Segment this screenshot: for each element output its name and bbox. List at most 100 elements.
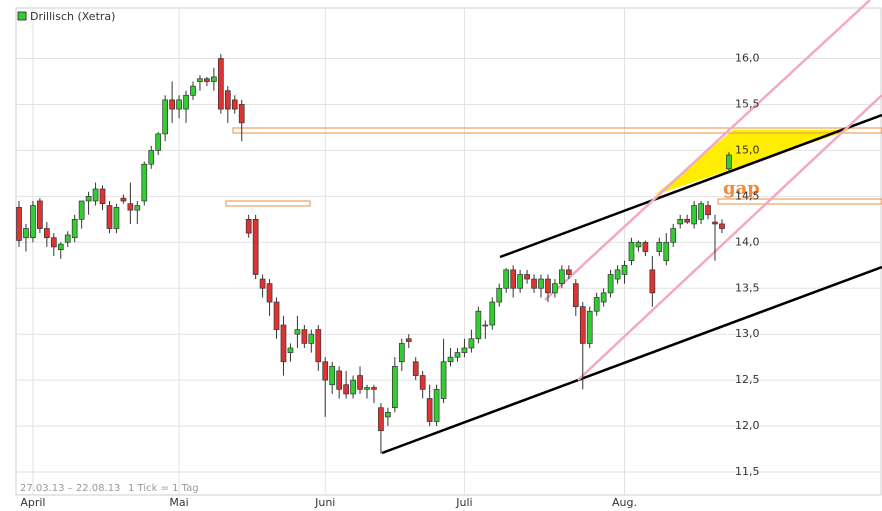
candle-body bbox=[726, 154, 732, 170]
y-tick-label: 11,5 bbox=[735, 465, 760, 478]
x-tick-label: April bbox=[20, 496, 45, 509]
candle-body bbox=[287, 347, 294, 353]
candle-body bbox=[475, 310, 482, 340]
candle-body bbox=[524, 274, 530, 280]
candle-body bbox=[231, 99, 238, 110]
candle-body bbox=[16, 207, 22, 241]
candle-body bbox=[329, 366, 336, 386]
candle-body bbox=[162, 99, 169, 135]
candle-body bbox=[405, 338, 412, 342]
candle-body bbox=[197, 78, 203, 82]
candle-body bbox=[635, 241, 642, 248]
candle-body bbox=[190, 85, 196, 96]
candle-body bbox=[280, 324, 287, 363]
candle-body bbox=[57, 243, 64, 251]
candle-body bbox=[294, 329, 301, 335]
candle-body bbox=[503, 269, 510, 289]
candle-body bbox=[23, 228, 29, 239]
candle-body bbox=[273, 301, 280, 330]
x-tick-label: Aug. bbox=[612, 496, 637, 509]
candle-body bbox=[621, 264, 628, 275]
candle-body bbox=[238, 104, 245, 124]
candle-body bbox=[99, 188, 106, 205]
candle-body bbox=[350, 379, 356, 395]
candle-body bbox=[106, 205, 113, 229]
legend-swatch bbox=[17, 11, 27, 21]
candle-body bbox=[343, 384, 349, 395]
candle-body bbox=[176, 99, 182, 110]
candle-body bbox=[204, 78, 210, 82]
gap-band bbox=[225, 200, 311, 207]
candle-body bbox=[127, 203, 134, 211]
candle-body bbox=[141, 163, 148, 202]
candle-body bbox=[482, 324, 489, 327]
y-tick-label: 12,0 bbox=[735, 419, 760, 432]
candle-body bbox=[586, 310, 593, 344]
candle-body bbox=[148, 150, 155, 165]
candle-body bbox=[670, 228, 677, 243]
candle-body bbox=[712, 221, 718, 225]
candle-body bbox=[245, 218, 252, 234]
candle-body bbox=[336, 370, 343, 390]
y-tick-label: 13,0 bbox=[735, 327, 760, 340]
candle-body bbox=[565, 269, 572, 275]
candle-body bbox=[308, 333, 315, 344]
candle-body bbox=[412, 361, 419, 376]
x-tick-label: Juni bbox=[314, 496, 335, 509]
trend-line bbox=[499, 113, 882, 259]
candle-body bbox=[684, 218, 691, 223]
gap-band bbox=[717, 198, 882, 205]
drawing-tools bbox=[225, 0, 882, 455]
candle-body bbox=[378, 407, 384, 432]
x-tick-label: Juli bbox=[455, 496, 472, 509]
candle-body bbox=[259, 278, 266, 289]
candle-body bbox=[447, 356, 454, 363]
candle-body bbox=[266, 283, 273, 303]
candle-body bbox=[426, 398, 433, 422]
candle-body bbox=[719, 223, 725, 229]
trend-line bbox=[381, 265, 882, 455]
candle-body bbox=[78, 200, 85, 220]
candle-body bbox=[30, 205, 36, 239]
candle-body bbox=[155, 133, 162, 151]
resistance-band bbox=[232, 127, 882, 134]
candle-body bbox=[572, 283, 579, 307]
candle-body bbox=[385, 411, 391, 418]
candle-body bbox=[217, 58, 224, 110]
candle-body bbox=[433, 388, 440, 422]
candle-body bbox=[224, 90, 231, 110]
candle-body bbox=[357, 375, 363, 390]
plot-frame bbox=[15, 7, 882, 496]
x-tick-label: Mai bbox=[169, 496, 188, 509]
candle-body bbox=[301, 329, 308, 344]
candle-body bbox=[252, 218, 259, 275]
candle-body bbox=[440, 361, 447, 399]
candle-body bbox=[315, 329, 322, 363]
y-tick-label: 14,5 bbox=[735, 189, 760, 202]
candle-body bbox=[461, 347, 468, 353]
candle-body bbox=[120, 197, 127, 202]
candle-body bbox=[579, 306, 586, 344]
candle-body bbox=[656, 241, 663, 252]
candle-body bbox=[642, 241, 649, 252]
grid bbox=[16, 8, 881, 495]
candle-body bbox=[510, 269, 517, 289]
y-tick-label: 14,0 bbox=[735, 235, 760, 248]
candle-body bbox=[600, 292, 607, 303]
candle-body bbox=[71, 218, 78, 239]
candle-body bbox=[419, 375, 426, 390]
annotation: gap bbox=[723, 178, 760, 199]
candle-body bbox=[391, 366, 398, 409]
channel-line bbox=[544, 0, 871, 301]
candle-body bbox=[454, 352, 461, 358]
candle-body bbox=[614, 269, 621, 280]
candle-body bbox=[364, 387, 370, 390]
candle-body bbox=[649, 269, 656, 294]
candle-body bbox=[691, 205, 697, 225]
candle-body bbox=[663, 241, 670, 262]
candle-body bbox=[371, 387, 377, 390]
tick-note: 1 Tick = 1 Tag bbox=[128, 483, 199, 494]
y-tick-label: 15,5 bbox=[735, 97, 760, 110]
candle-body bbox=[531, 278, 537, 289]
